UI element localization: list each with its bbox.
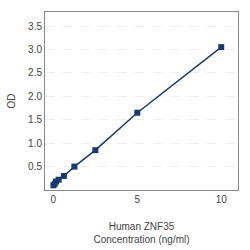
svg-text:Human ZNF35Concentration (ng/m: Human ZNF35Concentration (ng/ml) [93,221,189,245]
svg-text:2.5: 2.5 [28,67,42,78]
svg-text:0.5: 0.5 [28,161,42,172]
svg-text:1.5: 1.5 [28,114,42,125]
svg-text:3.0: 3.0 [28,44,42,55]
svg-text:2.0: 2.0 [28,91,42,102]
svg-text:OD: OD [6,94,17,109]
svg-text:10: 10 [216,194,228,205]
svg-text:5: 5 [135,194,141,205]
svg-text:3.5: 3.5 [28,21,42,32]
svg-text:1.0: 1.0 [28,138,42,149]
svg-text:0: 0 [51,194,57,205]
